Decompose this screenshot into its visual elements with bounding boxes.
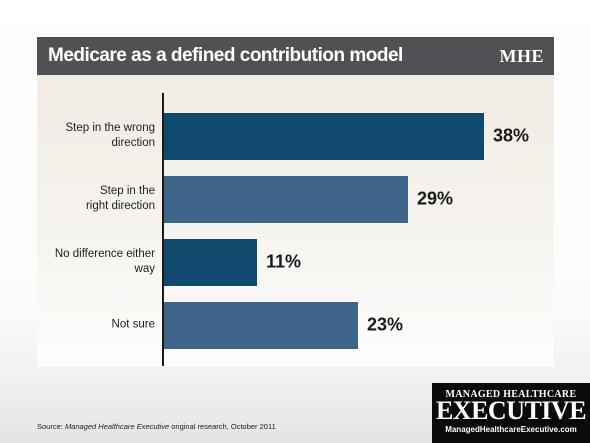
value-label: 23% [367,314,404,335]
source-note: Source: Managed Healthcare Executive ori… [37,422,276,431]
source-prefix: Source: [37,422,65,431]
chart-title: Medicare as a defined contribution model [48,45,403,66]
y-axis-line [162,93,164,366]
value-label: 11% [266,251,302,272]
bar [164,175,408,223]
category-label-line: direction [111,137,155,149]
category-label-line: way [134,263,155,275]
brand-url: ManagedHealthcareExecutive.com [445,425,577,434]
brand-main-text: EXECUTIVE [435,396,587,425]
brand-top-text: MANAGED HEALTHCARE [445,389,577,400]
mhe-logo: MHE [499,46,544,66]
chart-title-bar: Medicare as a defined contribution model… [37,37,554,75]
category-label-line: Step in the wrong [65,122,155,134]
bar [164,238,257,286]
brand-logo-box: MANAGED HEALTHCARE EXECUTIVE ManagedHeal… [432,383,590,443]
bar [164,112,484,160]
category-label: Step in the right direction [37,184,155,214]
category-label-line: Not sure [111,318,155,331]
category-label: Step in the wrong direction [37,121,155,151]
category-label: No difference either way [37,247,155,277]
value-label: 29% [417,188,454,209]
bar [164,301,358,349]
source-publication: Managed Healthcare Executive [64,422,170,431]
category-label-line: No difference either [54,248,155,260]
category-label: Not sure [37,318,155,333]
source-suffix: original research, October 2011 [169,422,276,431]
value-label: 38% [493,125,530,146]
category-label-line: Step in the [100,185,155,197]
category-label-line: right direction [85,200,155,212]
